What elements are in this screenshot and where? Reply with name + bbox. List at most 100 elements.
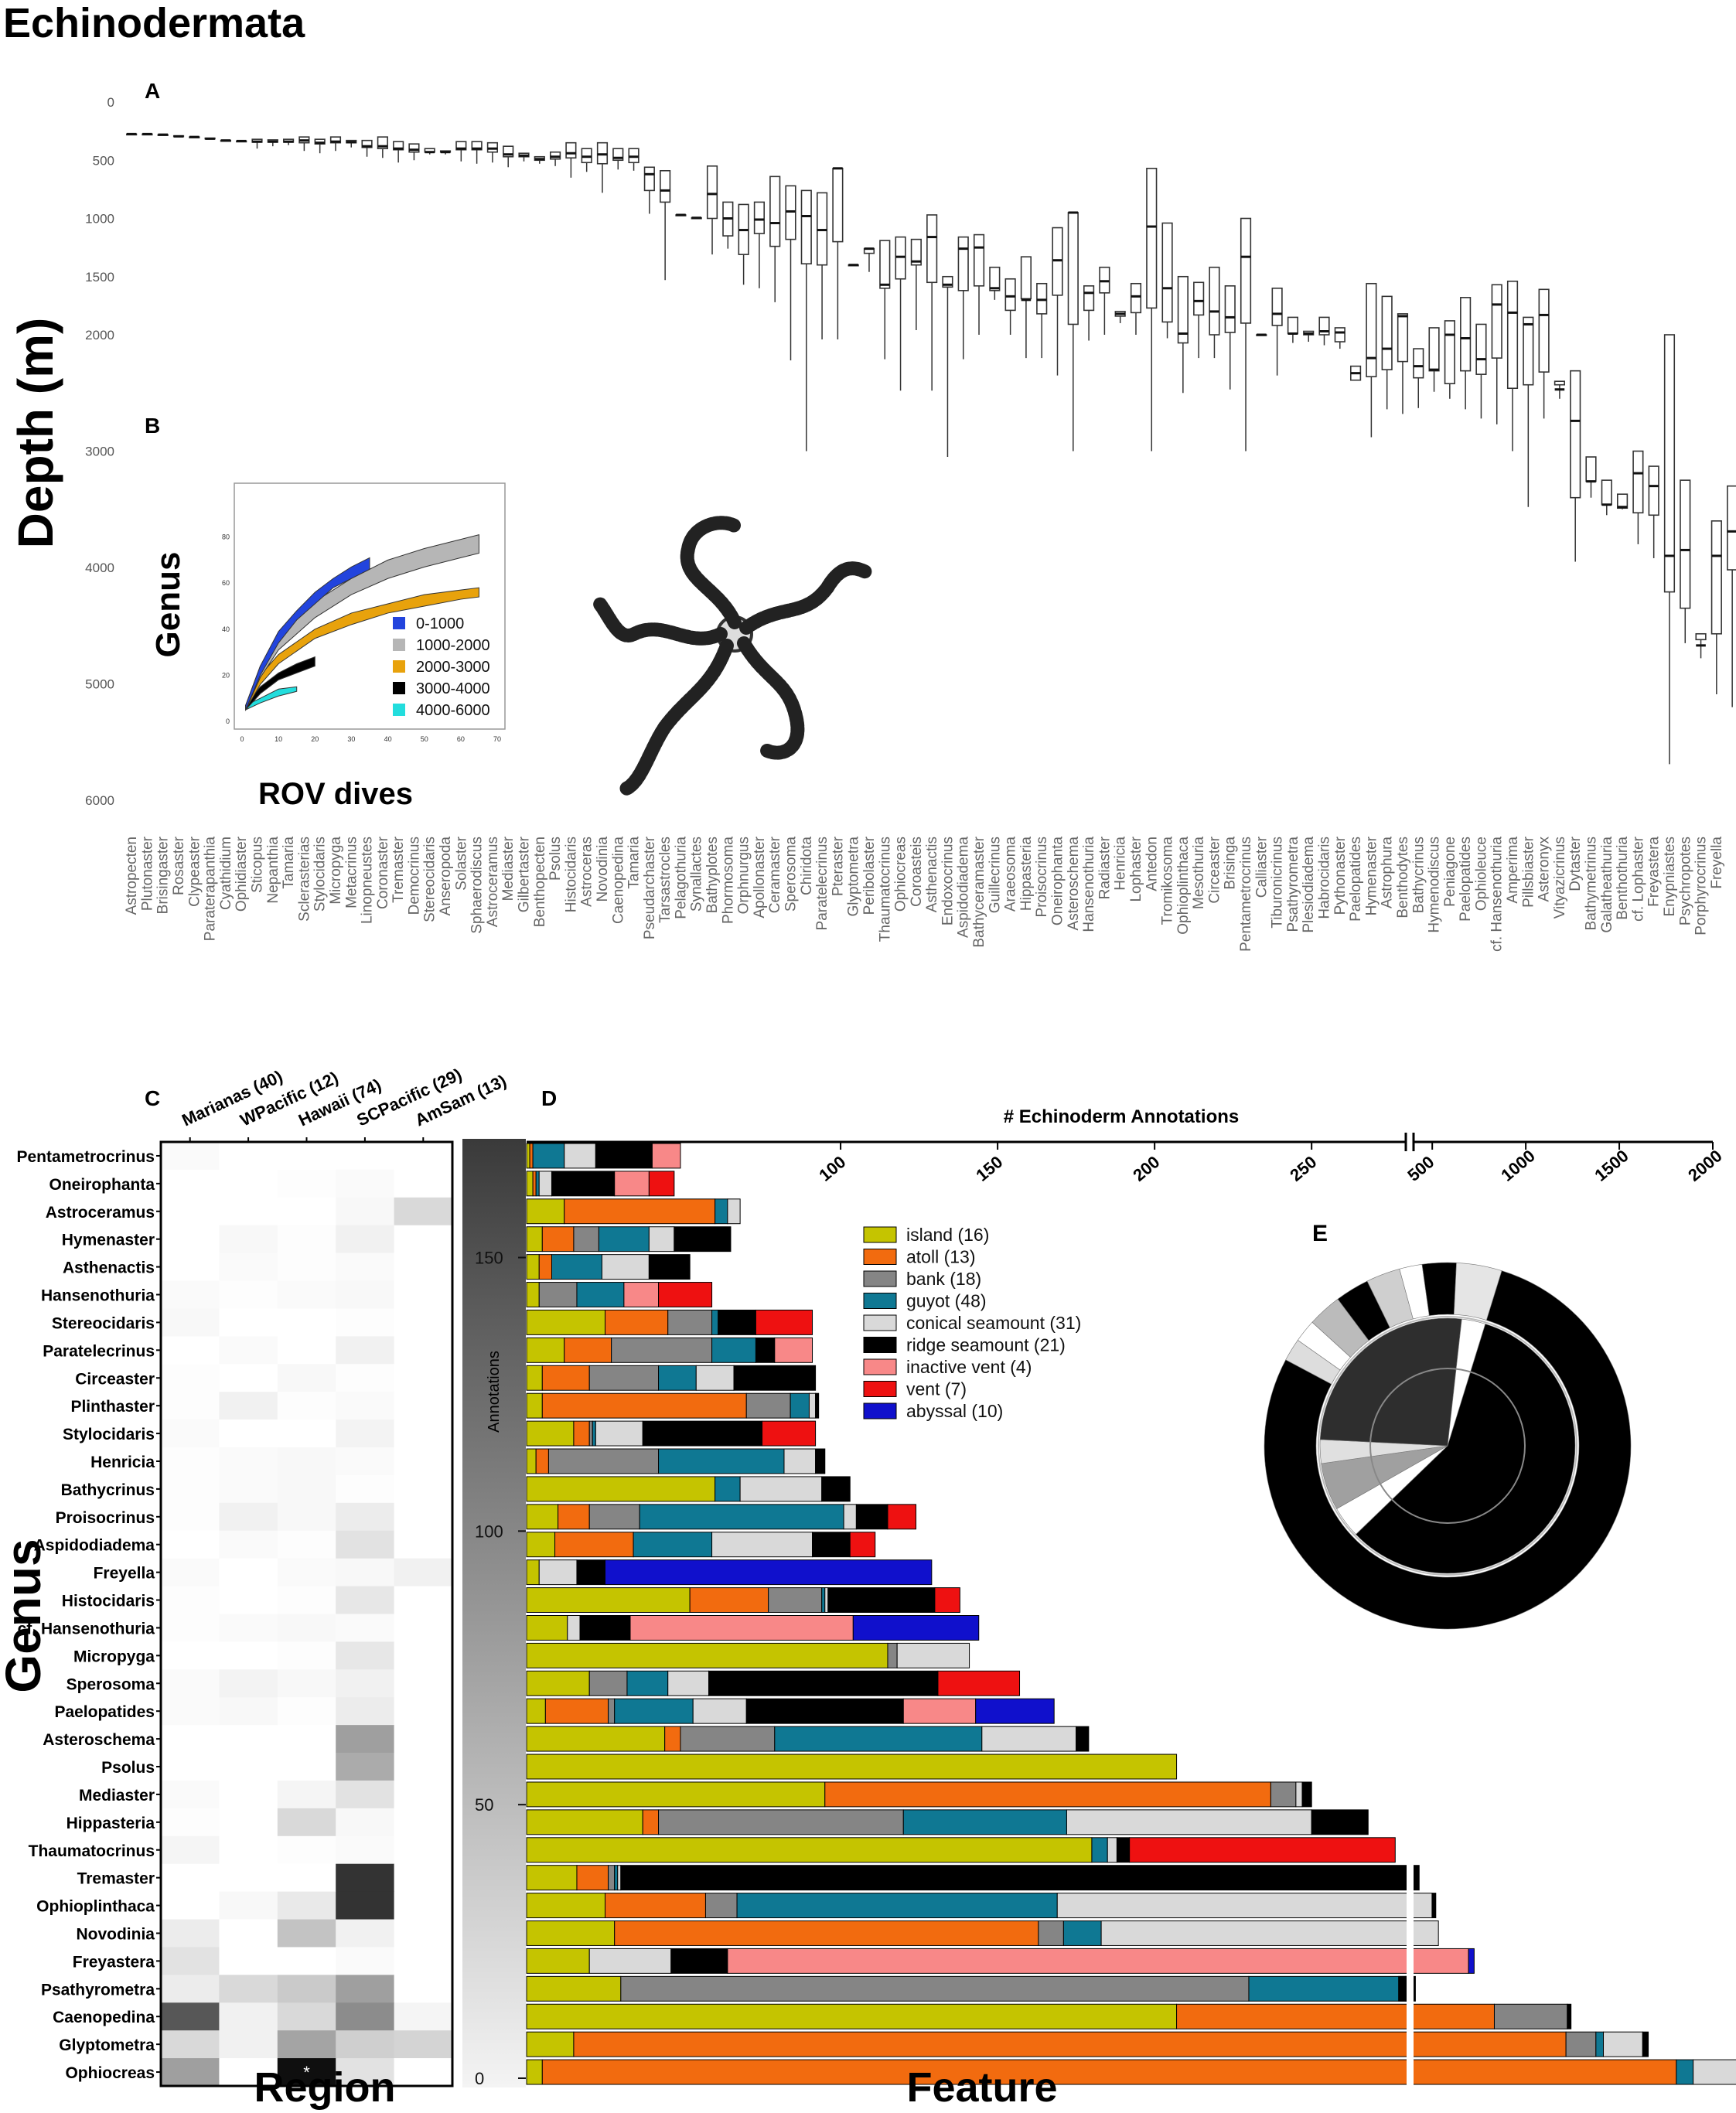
bar-segment-conical — [843, 1504, 857, 1530]
heatmap-cell — [277, 1891, 336, 1920]
heatmap-cell — [336, 2002, 395, 2031]
bar-segment-island — [526, 1448, 537, 1474]
box-iqr — [329, 136, 342, 144]
heatmap-cell — [336, 1975, 395, 2003]
panel-a-genus-label: Orphnurgus — [736, 837, 752, 914]
box-iqr — [1663, 334, 1676, 593]
curve-band — [245, 686, 298, 711]
panel-a-genus-label: Calliaster — [1253, 836, 1270, 898]
bar-segment-bank — [620, 1975, 1250, 2002]
box-iqr — [973, 233, 985, 287]
box-iqr — [1491, 284, 1502, 359]
bar-segment-guyot — [736, 1893, 1058, 1919]
heatmap-cell — [219, 1697, 278, 1726]
panel-b-legend-label: 4000-6000 — [416, 702, 490, 719]
bar-segment-ridge — [648, 1254, 691, 1280]
bar-segment-abyssal — [1468, 1948, 1475, 1974]
heatmap-row-label: Freyella — [94, 1565, 155, 1583]
genus-axis-title: Genus — [0, 1539, 51, 1692]
panel-a-genus-label: Paelopatides — [1458, 837, 1474, 922]
heatmap-cell — [336, 1336, 395, 1365]
heatmap-cell — [336, 1169, 395, 1198]
bar-segment-ridge — [855, 1504, 888, 1530]
heatmap-cell — [394, 1474, 453, 1504]
panel-a-y-tick-label: 2000 — [85, 328, 114, 343]
panel-label-e: E — [1312, 1221, 1328, 1246]
heatmap-row-label: Hansenothuria — [41, 1287, 155, 1305]
panel-b-x-tick: 50 — [421, 735, 428, 743]
bar-segment-inactive — [651, 1143, 681, 1169]
box-iqr — [1020, 256, 1032, 300]
heatmap-cell — [336, 1558, 395, 1587]
heatmap-cell — [219, 2002, 278, 2031]
feature-legend-label: island (16) — [906, 1225, 989, 1245]
panel-a-genus-label: Oneirophanta — [1050, 837, 1066, 926]
heatmap-cell — [277, 1364, 336, 1392]
bar-segment-conical — [896, 1642, 970, 1668]
heatmap-cell — [161, 1558, 220, 1587]
heatmap-cell — [161, 1975, 220, 2003]
bar-segment-conical — [1603, 2031, 1643, 2057]
box-iqr — [549, 151, 561, 160]
heatmap-cell — [394, 1614, 453, 1642]
panel-a-genus-label: Hippasteria — [1018, 837, 1035, 912]
panel-a-genus-label: Clypeaster — [186, 836, 203, 906]
panel-a-genus-label: Ophioplinthaca — [1175, 837, 1192, 935]
bar-segment-ridge — [674, 1226, 732, 1252]
brittle-star-illustration — [592, 516, 873, 796]
bar-segment-island — [526, 1309, 606, 1335]
heatmap-cell — [161, 1697, 220, 1726]
bar-segment-bank — [768, 1587, 823, 1613]
box-iqr — [1648, 465, 1659, 516]
panel-b-x-tick: 0 — [240, 735, 244, 743]
bar-segment-guyot — [639, 1504, 844, 1530]
panel-a-genus-label: Araeosoma — [1003, 837, 1019, 912]
bar-segment-conical — [739, 1476, 823, 1502]
bar-segment-atoll — [558, 1504, 590, 1530]
panel-d-feature-stacked-bars: 100 150 200 250 500 1000 1500 2000# Echinoderm … — [526, 1106, 1736, 2111]
panel-b-y-tick: 40 — [222, 625, 230, 633]
bar-segment-inactive — [614, 1171, 650, 1197]
panel-b-frame — [234, 482, 506, 730]
bar-segment-island — [526, 1670, 590, 1696]
heatmap-cell — [336, 1280, 395, 1309]
panel-label-c: C — [145, 1086, 160, 1110]
feature-legend-swatch — [863, 1249, 897, 1265]
box-iqr — [1727, 485, 1736, 571]
heatmap-cell — [277, 1530, 336, 1559]
bar-segment-ridge — [642, 1420, 763, 1447]
heatmap-cell — [161, 2058, 220, 2087]
heatmap-cell — [219, 1225, 278, 1254]
bar-segment-guyot — [614, 1865, 619, 1891]
heatmap-cell — [161, 1225, 220, 1254]
panel-label-a: A — [145, 79, 160, 103]
heatmap-cell — [219, 2058, 278, 2087]
heatmap-cell — [277, 1975, 336, 2003]
panel-b-legend-swatch — [393, 704, 405, 716]
bar-segment-island — [526, 1753, 1178, 1780]
panel-a-genus-label: Benthodytes — [1395, 837, 1411, 918]
figure-title: Echinodermata — [3, 0, 305, 46]
panel-a-genus-label: Guillecrinus — [987, 837, 1003, 913]
bar-segment-atoll — [564, 1337, 612, 1363]
heatmap-cell — [277, 1558, 336, 1587]
heatmap-cell — [161, 2002, 220, 2031]
bar-segment-conical — [1107, 1837, 1117, 1863]
heatmap-cell — [161, 1780, 220, 1809]
panel-a-genus-label: Micropyga — [328, 837, 344, 905]
panel-b-x-tick: 70 — [493, 735, 501, 743]
panel-a-genus-label: Endoxocrinus — [940, 837, 956, 925]
heatmap-cell — [336, 1614, 395, 1642]
heatmap-cell — [219, 1808, 278, 1837]
bar-segment-island — [526, 1698, 546, 1724]
box-iqr — [471, 141, 483, 151]
box-iqr — [926, 214, 938, 284]
panel-b-legend-swatch — [393, 682, 405, 694]
bar-segment-conical — [648, 1226, 675, 1252]
panel-a-genus-label: Histocidaris — [563, 837, 579, 912]
panel-b-accumulation-curves: 0 10 20 30 40 50 60 70 0 20 40 60 80 0-1000 1000-2000 2… — [149, 482, 506, 811]
box-iqr — [486, 141, 499, 153]
bar-segment-atoll — [564, 1198, 716, 1225]
heatmap-cell — [394, 1725, 453, 1753]
heatmap-row-label: Aspidodiadema — [34, 1537, 155, 1555]
